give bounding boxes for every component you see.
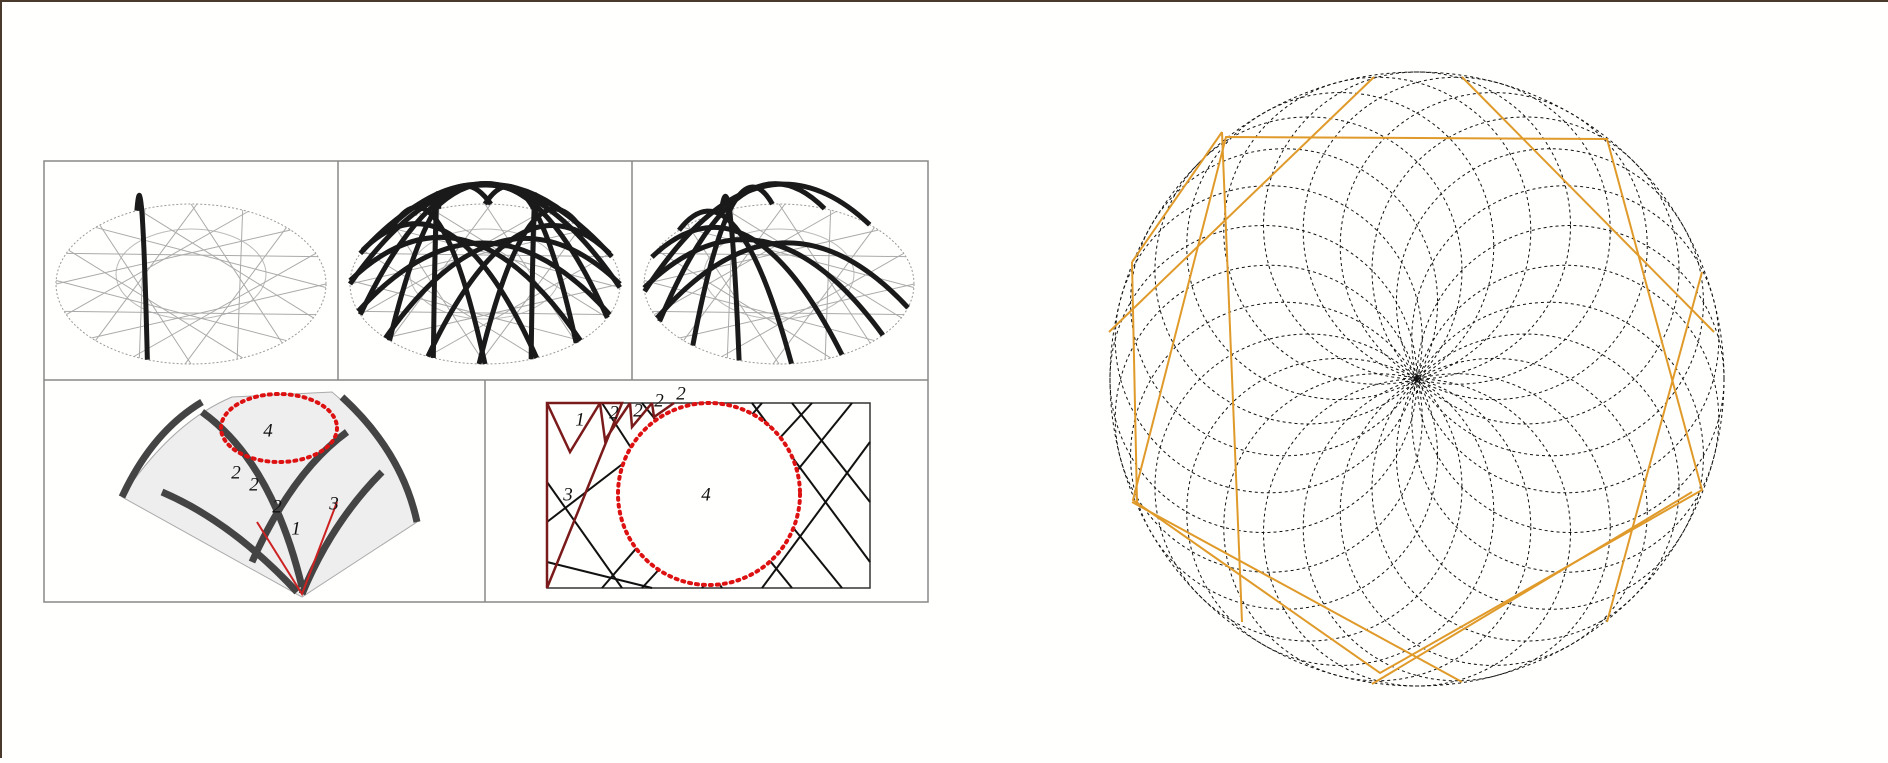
chord bbox=[654, 211, 837, 316]
rosette-circle bbox=[1416, 225, 1725, 533]
chord bbox=[679, 283, 915, 339]
rosette-circle bbox=[1130, 301, 1439, 610]
plan-label: 4 bbox=[701, 484, 711, 505]
rosette-circle bbox=[1154, 116, 1463, 425]
arch bbox=[348, 234, 583, 342]
arch bbox=[718, 193, 742, 361]
rosette-circle bbox=[1302, 76, 1611, 385]
perspective-panel bbox=[118, 391, 421, 598]
chord bbox=[360, 252, 612, 258]
arch bbox=[642, 181, 872, 293]
drawings bbox=[55, 181, 915, 365]
chord bbox=[350, 280, 581, 342]
rosette-circle bbox=[1186, 92, 1495, 401]
arch bbox=[476, 206, 583, 365]
arch bbox=[383, 235, 622, 340]
chord bbox=[772, 227, 875, 365]
arch bbox=[655, 240, 910, 320]
arch bbox=[425, 223, 612, 358]
vault-label: 2 bbox=[272, 496, 282, 517]
vault-label: 2 bbox=[231, 462, 241, 483]
plan-panel bbox=[545, 401, 871, 589]
arch bbox=[482, 183, 579, 344]
arch bbox=[642, 237, 885, 337]
plan-label: 2 bbox=[676, 383, 686, 404]
rosette-circle bbox=[1411, 185, 1720, 494]
chord bbox=[654, 252, 906, 258]
chord bbox=[427, 252, 610, 357]
chord bbox=[190, 203, 283, 344]
plan-label: 2 bbox=[609, 402, 619, 423]
chord bbox=[139, 209, 314, 319]
rosette-circle bbox=[1371, 116, 1680, 425]
octagram bbox=[1108, 76, 1715, 685]
chord bbox=[656, 249, 831, 359]
chord bbox=[55, 229, 291, 285]
chord bbox=[91, 283, 327, 339]
plan-label: 2 bbox=[654, 390, 664, 411]
rosette-circle bbox=[1339, 92, 1648, 401]
rosette bbox=[1109, 71, 1725, 687]
rosette-circle bbox=[1114, 185, 1423, 494]
vault-label: 1 bbox=[291, 518, 301, 539]
rosette-circle bbox=[1339, 357, 1648, 666]
rosette-circle bbox=[1395, 148, 1704, 457]
plan-label: 1 bbox=[575, 409, 585, 430]
chord bbox=[184, 227, 287, 365]
chord bbox=[824, 210, 832, 360]
arch bbox=[134, 192, 150, 360]
inner-ellipse bbox=[115, 228, 267, 320]
chord bbox=[66, 252, 318, 258]
chord bbox=[433, 209, 608, 319]
vault-label: 4 bbox=[263, 420, 273, 441]
rosette-circle bbox=[1411, 264, 1720, 573]
rosette-circle bbox=[1186, 357, 1495, 666]
chord bbox=[66, 211, 249, 316]
chord bbox=[236, 210, 244, 360]
plan-label: 2 bbox=[633, 400, 643, 421]
chord bbox=[95, 226, 326, 288]
vault-label: 2 bbox=[249, 474, 259, 495]
arch bbox=[356, 240, 612, 317]
chord bbox=[56, 280, 287, 342]
chord bbox=[385, 283, 621, 339]
chord bbox=[133, 252, 316, 357]
chord bbox=[393, 224, 486, 365]
arch bbox=[650, 224, 845, 356]
arch bbox=[528, 192, 540, 360]
rosette-circle bbox=[1114, 264, 1423, 573]
rosette-circle bbox=[1223, 76, 1532, 385]
chord bbox=[64, 310, 316, 316]
rosette-circle bbox=[1130, 148, 1439, 457]
arch bbox=[677, 208, 794, 365]
chord bbox=[68, 249, 243, 359]
figure-frame bbox=[43, 160, 929, 603]
chord bbox=[360, 211, 543, 316]
plan-label: 3 bbox=[562, 484, 573, 505]
chord bbox=[362, 249, 537, 359]
vault-label: 3 bbox=[328, 493, 339, 514]
arch bbox=[360, 221, 539, 359]
